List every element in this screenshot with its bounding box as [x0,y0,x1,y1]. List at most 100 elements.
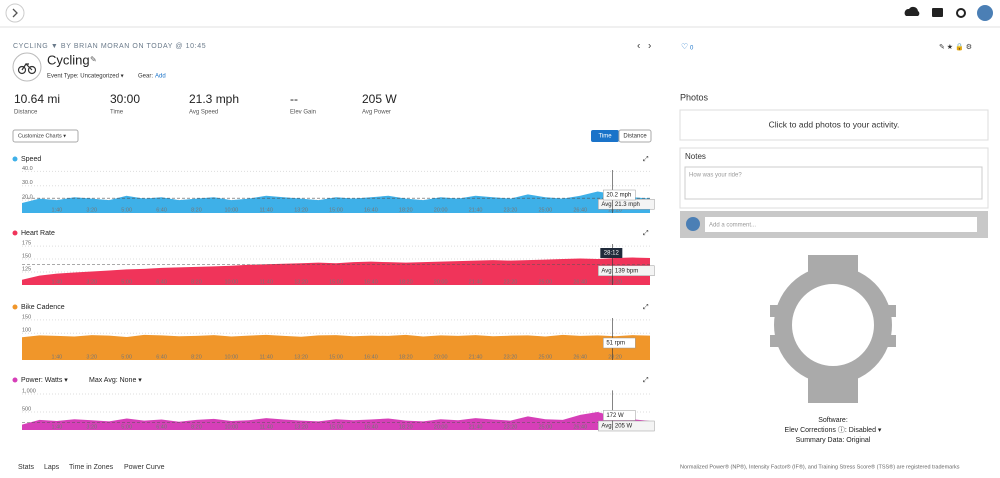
comment-avatar [686,217,700,231]
stat-label: Elev Gain [290,110,316,116]
x-tick-label: 5:00 [121,207,132,213]
customize-button[interactable] [12,129,79,143]
y-tick-label: 150 [22,254,31,260]
y-tick-label: 20.0 [22,195,33,201]
nav-toggle[interactable] [5,3,25,23]
chart-title: Speed [21,156,41,163]
elev-corrections[interactable]: Elev Corrections ⓘ: Disabled ▾ [785,426,882,434]
x-tick-label: 10:00 [224,279,238,285]
expand-icon: ⤢ [643,156,649,163]
tab[interactable]: Power Curve [124,464,165,471]
avg-label: Avg: 205 W [601,424,632,430]
distance-label: Distance [623,134,647,140]
edit-icon[interactable]: ✎ [90,55,97,64]
upload-icon[interactable] [904,6,920,16]
summary-data: Summary Data: Original [796,437,871,444]
notes-title: Notes [685,152,706,161]
avg-label: Avg: 139 bpm [601,268,638,274]
comment-placeholder: Add a comment... [709,223,756,229]
chevron [12,8,18,18]
footer-note: Normalized Power® (NP®), Intensity Facto… [680,463,960,470]
x-tick-label: 10:00 [224,424,238,430]
x-tick-label: 23:20 [504,354,518,360]
gear-label: Gear: [138,74,153,80]
software: Software: [818,417,848,424]
y-tick-label: 500 [22,406,31,412]
stat-value: 205 W [362,92,397,106]
x-tick-label: 6:40 [156,354,167,360]
prev[interactable]: ‹ [637,41,640,52]
tab[interactable]: Time in Zones [69,464,114,471]
tab[interactable]: Laps [44,464,60,471]
x-tick-label: 20:00 [434,354,448,360]
likes: 0 [690,46,694,52]
x-tick-label: 6:40 [156,424,167,430]
x-tick-label: 26:40 [573,424,587,430]
legend-dot [12,156,18,162]
y-tick-label: 40.0 [22,166,33,172]
action-icons[interactable]: ✎ ★ 🔒 ⚙ [939,43,972,51]
chart-title: Heart Rate [21,230,55,237]
x-tick-label: 16:40 [364,279,378,285]
stat-label: Time [110,110,124,116]
x-tick-label: 21:40 [469,354,483,360]
x-tick-label: 26:40 [573,279,587,285]
tooltip-box [603,410,636,421]
top-icons [904,5,993,21]
watch-icon[interactable] [956,8,966,18]
x-tick-label: 25:00 [538,207,552,213]
x-tick-label: 5:00 [121,354,132,360]
tooltip-box [603,337,636,349]
x-tick-label: 20:00 [434,207,448,213]
time-label: Time [598,134,612,140]
x-tick-label: 16:40 [364,424,378,430]
x-tick-label: 15:00 [329,279,343,285]
x-tick-label: 11:40 [260,207,273,213]
avg-box [598,265,655,277]
x-tick-label: 25:00 [538,354,552,360]
x-tick-label: 20:00 [434,424,448,430]
x-tick-label: 18:20 [399,354,413,360]
x-tick-label: 18:20 [399,207,413,213]
avg-label: Avg: 21.3 mph [601,202,640,208]
breadcrumb: CYCLING ▼ BY BRIAN MORAN ON TODAY @ 10:4… [13,43,206,50]
inbox-icon[interactable] [932,8,943,17]
x-tick-label: 28:20 [608,279,622,285]
comment-input[interactable] [705,217,977,232]
stat-value: 30:00 [110,92,140,106]
top-bar [0,0,1000,27]
stat-value: 21.3 mph [189,92,239,106]
x-tick-label: 28:20 [608,207,622,213]
event-type[interactable]: Event Type: Uncategorized ▾ [47,74,124,80]
photos-cta: Click to add photos to your activity. [769,119,900,129]
activity-icon [12,52,42,82]
avatar[interactable] [977,5,993,21]
x-tick-label: 20:00 [434,279,448,285]
tooltip-label: 172 W [606,413,624,419]
x-tick-label: 13:20 [294,424,308,430]
time-toggle[interactable] [591,130,619,142]
tab[interactable]: Stats [18,464,34,471]
x-tick-label: 16:40 [364,207,378,213]
x-tick-label: 5:00 [121,279,132,285]
notes-input[interactable] [684,166,983,200]
x-tick-label: 15:00 [329,424,343,430]
gear-link[interactable]: Add [155,74,166,80]
stat-value: -- [290,92,298,106]
expand-icon: ⤢ [643,230,649,237]
like-icon[interactable]: ♡ [681,42,688,51]
x-tick-label: 13:20 [294,354,308,360]
bike-icon [17,63,37,75]
photos-box[interactable] [679,109,989,141]
activity-title: Cycling [47,52,90,67]
x-tick-label: 3:20 [86,207,97,213]
distance-toggle[interactable] [618,129,652,143]
next[interactable]: › [648,41,651,52]
x-tick-label: 6:40 [156,279,167,285]
x-tick-label: 1:40 [52,279,63,285]
stat-label: Avg Power [362,110,391,116]
x-tick-label: 11:40 [260,354,273,360]
legend-dot [12,230,18,236]
x-tick-label: 10:00 [224,207,238,213]
